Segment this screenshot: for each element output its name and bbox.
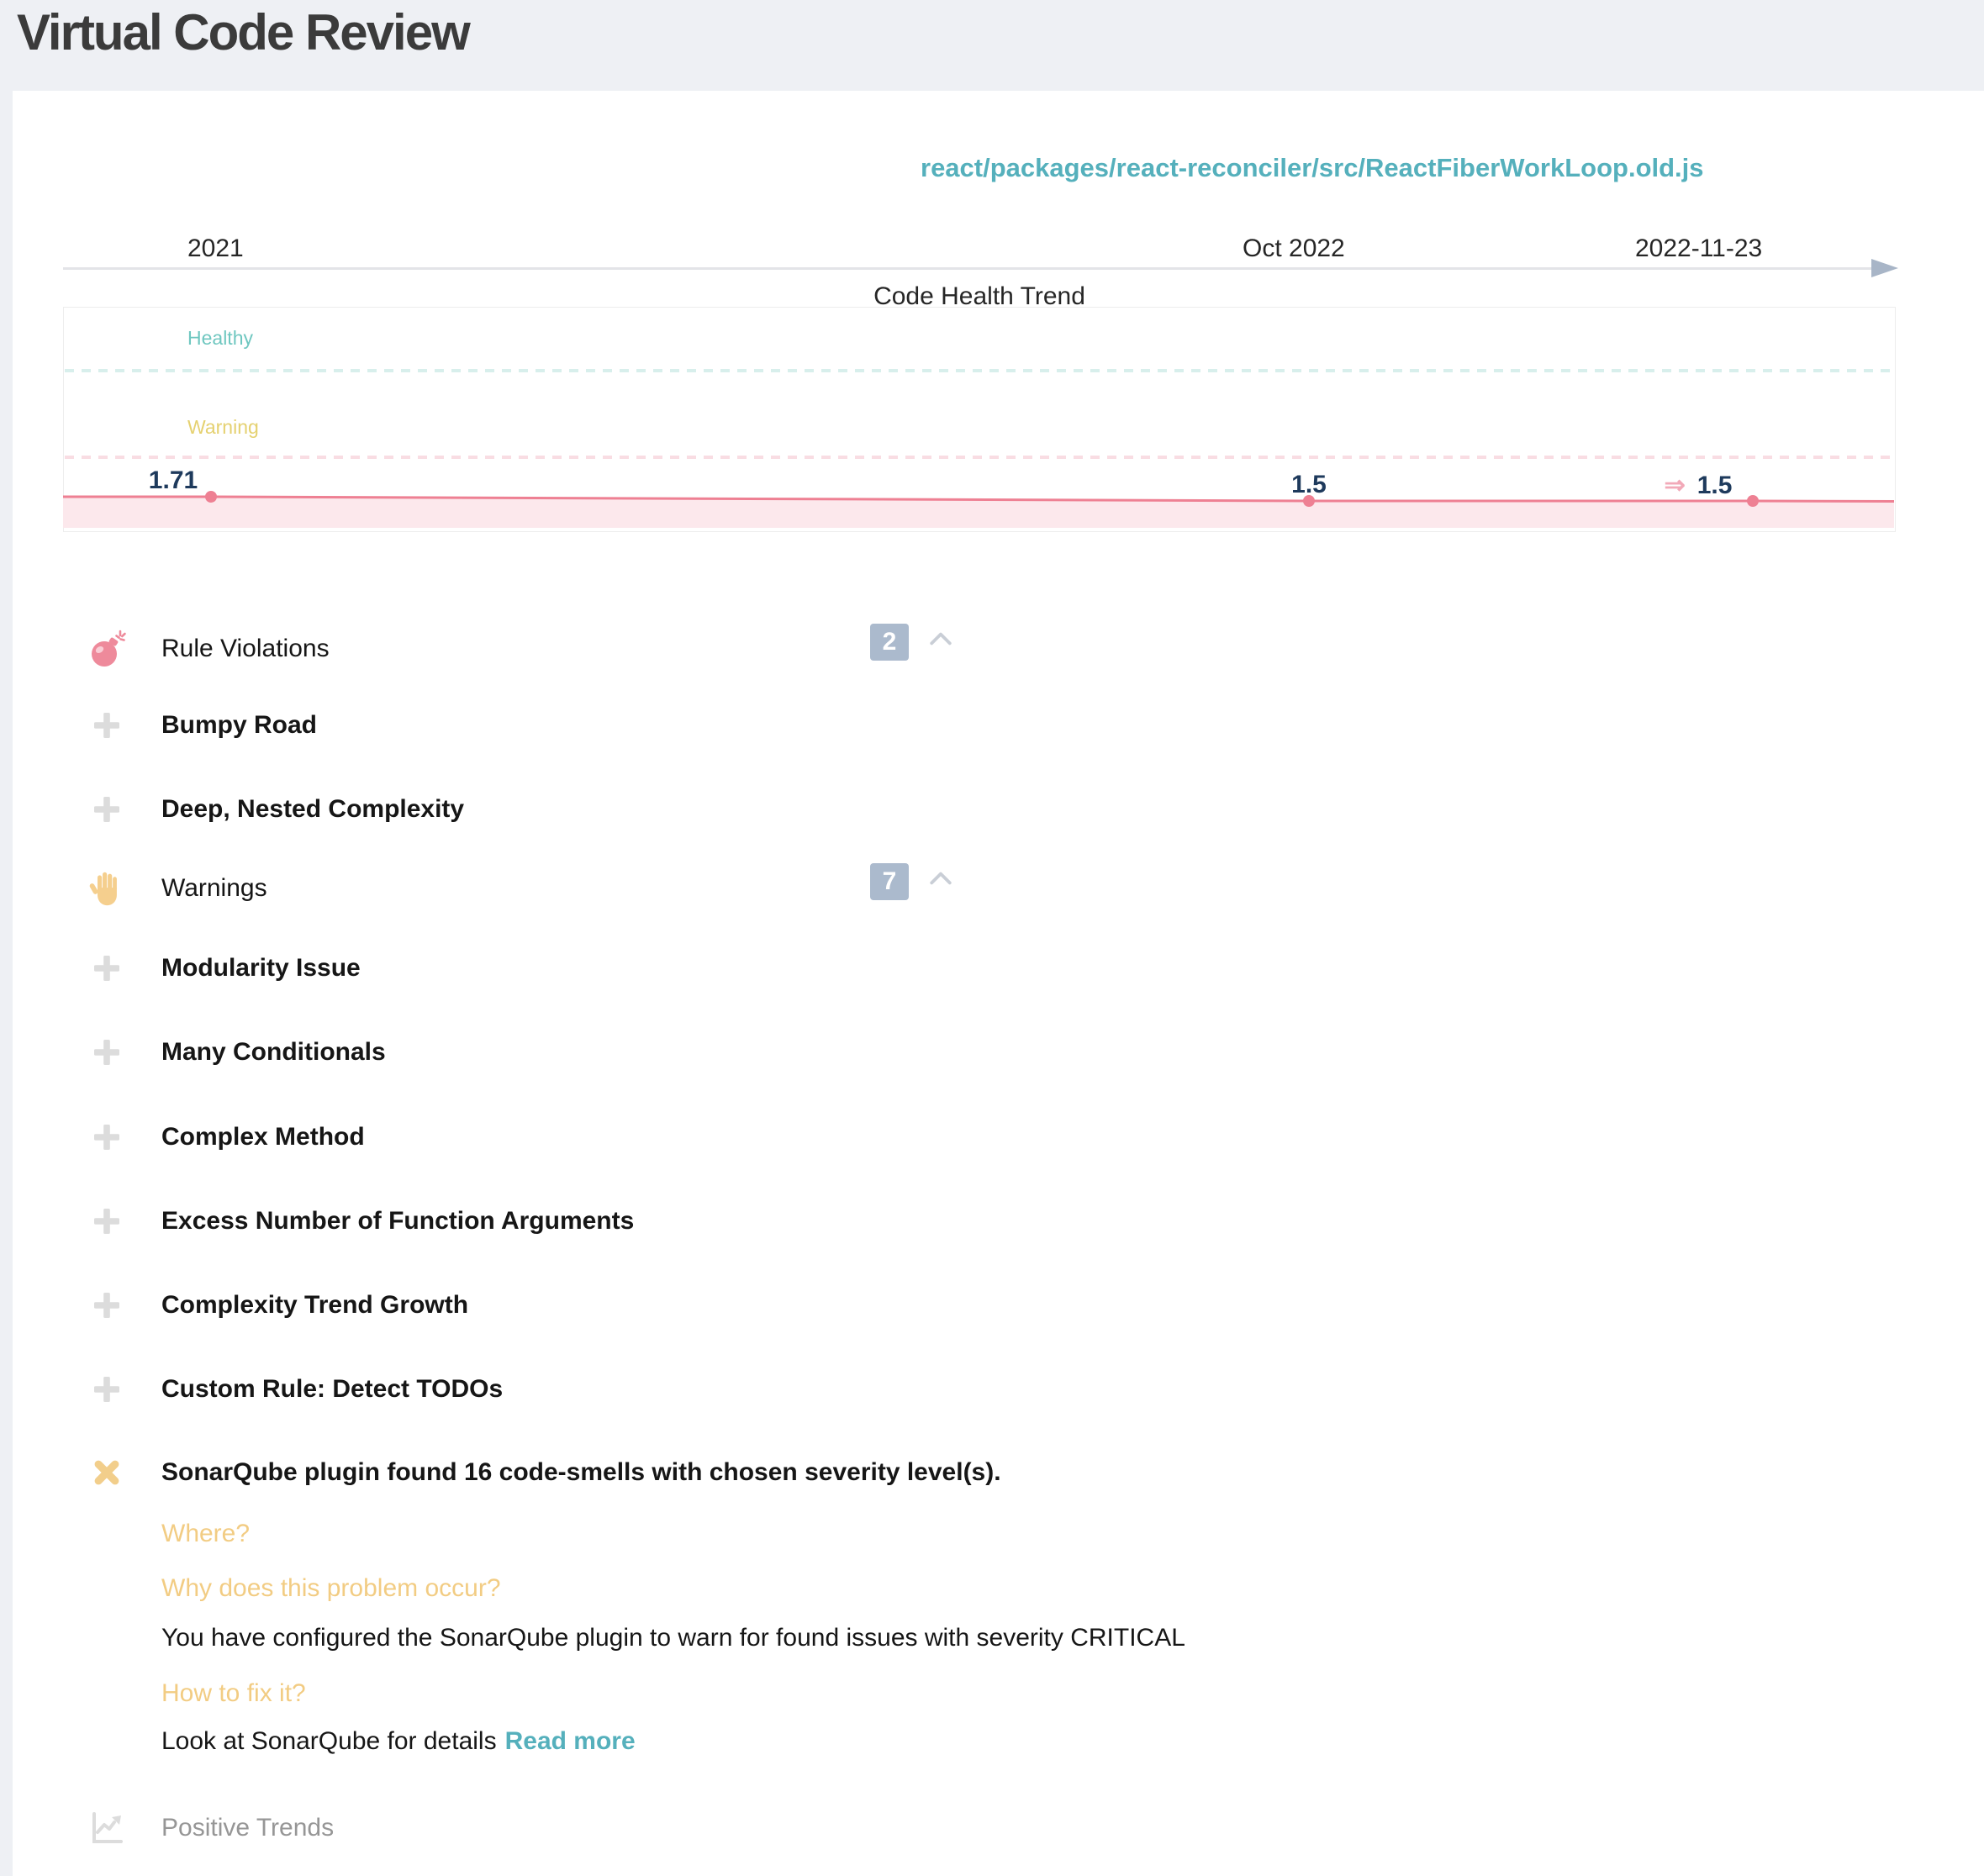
healthy-zone-label: Healthy — [187, 327, 253, 349]
data-point-value: 1.71 — [148, 466, 198, 494]
trend-point — [205, 491, 217, 503]
issue-row: Warnings 7 — [13, 863, 1984, 914]
why-question[interactable]: Why does this problem occur? — [161, 1574, 501, 1602]
issue-label[interactable]: Excess Number of Function Arguments — [161, 1207, 635, 1235]
issue-label[interactable]: Complex Method — [161, 1123, 365, 1151]
issue-row: Deep, Nested Complexity — [13, 784, 1984, 835]
trend-direction-arrow-icon: ⇒ — [1664, 472, 1686, 499]
trend-point — [1303, 495, 1315, 507]
issue-label[interactable]: Modularity Issue — [161, 954, 361, 982]
plus-icon[interactable] — [84, 703, 129, 748]
issue-label[interactable]: Custom Rule: Detect TODOs — [161, 1375, 504, 1403]
plus-icon[interactable] — [84, 1030, 129, 1075]
plus-icon[interactable] — [84, 1115, 129, 1160]
fix-answer-text: Look at SonarQube for details — [161, 1727, 497, 1755]
issue-label[interactable]: Warnings — [161, 874, 267, 902]
issue-row: Complexity Trend Growth — [13, 1280, 1984, 1331]
issue-label[interactable]: Bumpy Road — [161, 711, 318, 739]
chevron-up-icon[interactable] — [929, 871, 952, 890]
page-title: Virtual Code Review — [17, 4, 471, 61]
plus-icon[interactable] — [84, 1199, 129, 1244]
plus-icon[interactable] — [84, 1283, 129, 1328]
warning-zone-label: Warning — [187, 416, 259, 438]
code-health-trend-plot — [63, 369, 1894, 528]
where-question[interactable]: Where? — [161, 1520, 251, 1547]
chart-title: Code Health Trend — [873, 282, 1085, 310]
why-answer-text: You have configured the SonarQube plugin… — [161, 1624, 1185, 1652]
plus-icon[interactable] — [84, 787, 129, 832]
code-health-chart — [63, 307, 1896, 532]
problem-zone-fill — [63, 497, 1894, 528]
positive-trends-label: Positive Trends — [161, 1814, 335, 1842]
timeline-arrow-icon — [1871, 259, 1898, 277]
how-to-fix-question[interactable]: How to fix it? — [161, 1679, 306, 1707]
issue-row: Many Conditionals — [13, 1027, 1984, 1078]
plus-icon[interactable] — [84, 1367, 129, 1412]
issue-label[interactable]: Complexity Trend Growth — [161, 1291, 469, 1319]
issue-row: Custom Rule: Detect TODOs — [13, 1364, 1984, 1415]
issue-row: Excess Number of Function Arguments — [13, 1196, 1984, 1246]
issue-label[interactable]: Many Conditionals — [161, 1038, 386, 1066]
content-panel: react/packages/react-reconciler/src/Reac… — [13, 91, 1984, 1876]
count-badge: 2 — [870, 624, 909, 661]
chevron-up-icon[interactable] — [929, 631, 952, 651]
issue-row: Rule Violations 2 — [13, 624, 1984, 674]
count-badge: 7 — [870, 863, 909, 900]
trend-points — [205, 491, 1759, 507]
trend-chart-icon — [84, 1806, 129, 1852]
timeline-label-2021: 2021 — [187, 234, 244, 262]
data-point-value-latest: ⇒ 1.5 — [1631, 471, 1765, 500]
issue-row: SonarQube plugin found 16 code-smells wi… — [13, 1447, 1984, 1498]
issue-label[interactable]: Deep, Nested Complexity — [161, 795, 465, 823]
read-more-link[interactable]: Read more — [504, 1727, 636, 1755]
data-point-value: 1.5 — [1291, 471, 1327, 498]
file-path-link[interactable]: react/packages/react-reconciler/src/Reac… — [921, 153, 1704, 182]
timeline-label-2022-11-23: 2022-11-23 — [1635, 234, 1763, 262]
hand-icon — [84, 866, 129, 911]
issue-row: Complex Method — [13, 1112, 1984, 1162]
timeline-axis — [63, 267, 1875, 270]
issue-label[interactable]: Rule Violations — [161, 635, 330, 662]
trend-point — [1747, 495, 1759, 507]
fix-answer-row: Look at SonarQube for details Read more — [161, 1727, 636, 1756]
positive-trends-section[interactable]: Positive Trends — [13, 1803, 1984, 1853]
plus-icon[interactable] — [84, 946, 129, 991]
timeline-label-oct-2022: Oct 2022 — [1243, 234, 1345, 262]
data-point-value: 1.5 — [1696, 471, 1733, 499]
issue-row: Bumpy Road — [13, 700, 1984, 751]
issue-row: Modularity Issue — [13, 943, 1984, 993]
x-icon — [84, 1450, 129, 1495]
issue-label[interactable]: SonarQube plugin found 16 code-smells wi… — [161, 1458, 1001, 1486]
bomb-icon — [84, 626, 129, 672]
